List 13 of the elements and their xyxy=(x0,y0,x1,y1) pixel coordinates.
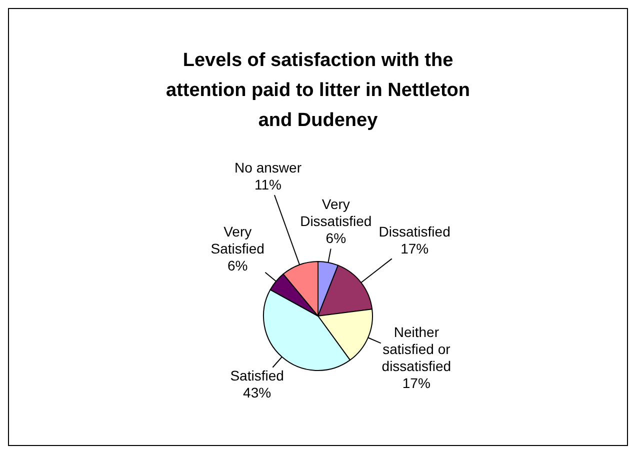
data-label: 17% xyxy=(402,374,430,391)
data-label: 43% xyxy=(243,384,272,400)
slice-label: Satisfied xyxy=(230,367,284,384)
data-label: 6% xyxy=(227,257,248,274)
slice-label: Dissatisfied xyxy=(378,223,450,240)
chart-title: Levels of satisfaction with the attention paid to litter in Nettleton and Dudeney xyxy=(166,50,470,132)
data-label: 11% xyxy=(254,176,282,193)
data-label: 6% xyxy=(326,230,346,246)
slice-label: Very Dissatisfied xyxy=(300,196,372,230)
slice-label: Neither satisfied or dissatisfied xyxy=(382,324,452,374)
slice-label: Very Satisfied xyxy=(210,223,264,256)
slice-label: No answer xyxy=(234,160,302,176)
data-label: 17% xyxy=(400,240,429,256)
